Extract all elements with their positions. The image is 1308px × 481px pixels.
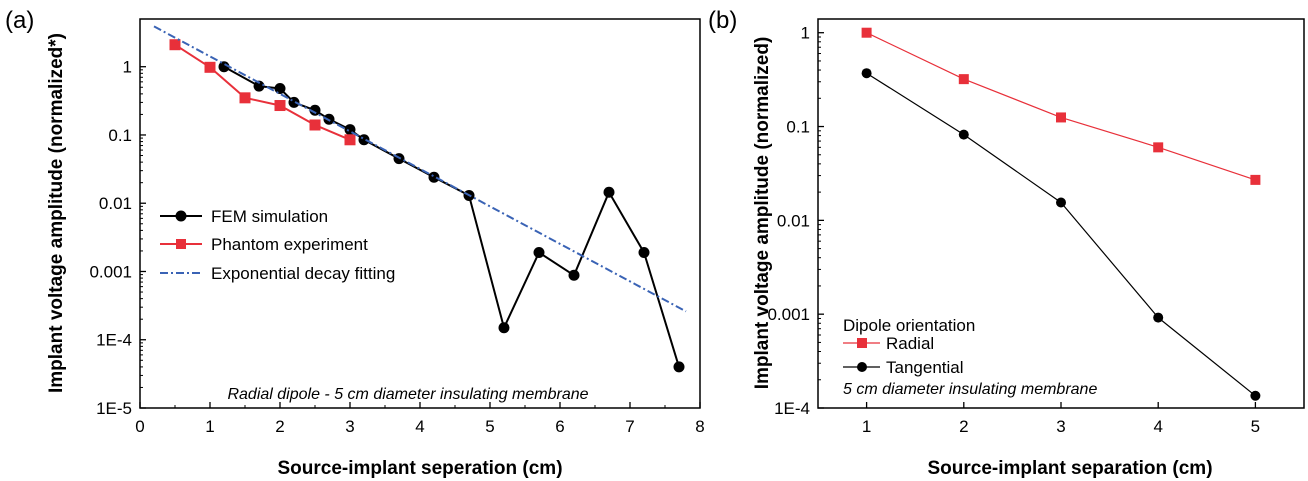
panel-a-chart: (a) 1E-5 1E-4 0.001 0.01 0.1 1 0 1 2 3 4 5 6 7 8 Sour… <box>5 7 705 479</box>
panel-b-x-tick-label: 5 <box>1251 417 1260 436</box>
legend-label-radial: Radial <box>886 334 934 353</box>
data-point-phantom-experiment <box>344 134 356 146</box>
data-point-radial <box>1250 174 1261 185</box>
data-point-phantom-experiment <box>204 61 216 73</box>
panel-b-legend: Dipole orientation Radial Tangential 5 c… <box>843 316 1097 398</box>
panel-a-y-axis-title: Implant voltage amplitude (normalized*) <box>46 33 67 393</box>
panel-a-y-tick-label: 0.001 <box>89 262 132 281</box>
panel-a-y-tick-label: 1E-4 <box>96 331 132 350</box>
legend-label-exponential-fit: Exponential decay fitting <box>211 264 395 283</box>
data-point-fem-simulation <box>358 134 370 146</box>
panel-a-x-tick-label: 6 <box>555 417 564 436</box>
data-point-fem-simulation <box>218 61 230 73</box>
legend-label-fem-simulation: FEM simulation <box>211 207 328 226</box>
data-point-radial <box>861 27 872 38</box>
panel-a-x-tick-label: 8 <box>695 417 704 436</box>
panel-a-x-axis: 0 1 2 3 4 5 6 7 8 <box>135 402 705 436</box>
panel-b-chart: (b) 1E-4 0.001 0.01 0.1 1 1 2 3 4 5 Source-impla… <box>708 7 1305 479</box>
data-point-phantom-experiment <box>239 92 251 104</box>
panel-a-y-axis: 1E-5 1E-4 0.001 0.01 0.1 1 <box>89 58 146 418</box>
panel-b-y-tick-label: 1E-4 <box>774 399 810 418</box>
panel-a-x-tick-label: 2 <box>275 417 284 436</box>
panel-a-legend: FEM simulation Phantom experiment Expone… <box>160 207 395 283</box>
data-point-fem-simulation <box>568 269 580 281</box>
legend-marker-radial <box>857 338 867 348</box>
data-point-fem-simulation <box>428 171 440 183</box>
data-point-tangential <box>1250 390 1261 401</box>
data-point-fem-simulation <box>309 104 321 116</box>
data-point-phantom-experiment <box>169 39 181 51</box>
panel-a-label: (a) <box>5 7 34 34</box>
series-line-phantom-experiment <box>174 43 351 141</box>
panel-a-y-tick-label: 1E-5 <box>96 399 132 418</box>
legend-item-fem-simulation: FEM simulation <box>160 207 328 226</box>
legend-item-tangential: Tangential <box>843 358 964 377</box>
panel-a-x-tick-label: 1 <box>205 417 214 436</box>
panel-b-y-tick-label: 0.1 <box>786 118 810 137</box>
legend-label-phantom-experiment: Phantom experiment <box>211 235 368 254</box>
panel-b-annotation: 5 cm diameter insulating membrane <box>843 381 1097 398</box>
legend-item-radial: Radial <box>843 334 934 353</box>
panel-a-x-tick-label: 0 <box>135 417 144 436</box>
data-point-fem-simulation <box>603 186 615 198</box>
panel-b-y-axis-title: Implant voltage amplitude (normalized) <box>752 37 773 390</box>
data-point-tangential <box>1153 312 1164 323</box>
data-point-fem-simulation <box>673 361 685 373</box>
panel-b-x-tick-label: 3 <box>1056 417 1065 436</box>
data-point-phantom-experiment <box>274 100 286 112</box>
panel-b-y-tick-label: 0.01 <box>777 211 810 230</box>
panel-a-series <box>153 25 687 373</box>
panel-b-series <box>861 27 1261 401</box>
panel-b-label: (b) <box>708 7 737 34</box>
data-point-tangential <box>958 129 969 140</box>
panel-b-x-tick-label: 4 <box>1153 417 1162 436</box>
series-line-radial <box>866 32 1256 181</box>
panel-a-x-axis-title: Source-implant seperation (cm) <box>277 458 562 479</box>
panel-b-legend-title: Dipole orientation <box>843 316 975 335</box>
data-point-radial <box>1056 112 1066 123</box>
data-point-radial <box>958 74 969 85</box>
panel-b-x-axis: 1 2 3 4 5 <box>862 402 1260 436</box>
panel-b-y-axis: 1E-4 0.001 0.01 0.1 1 <box>767 24 824 418</box>
legend-marker-tangential <box>857 362 867 372</box>
data-point-tangential <box>861 68 872 79</box>
series-line-exponential-decay-fitting <box>153 25 687 313</box>
legend-item-exponential-fit: Exponential decay fitting <box>160 264 395 283</box>
panel-a-y-tick-label: 0.1 <box>108 126 132 145</box>
data-point-fem-simulation <box>274 82 286 94</box>
panel-b-x-tick-label: 1 <box>862 417 871 436</box>
panel-b-y-tick-label: 0.001 <box>767 305 810 324</box>
data-point-tangential <box>1056 197 1066 208</box>
legend-label-tangential: Tangential <box>886 358 964 377</box>
panel-a-x-tick-label: 5 <box>485 417 494 436</box>
data-point-fem-simulation <box>498 322 510 334</box>
data-point-phantom-experiment <box>309 119 321 131</box>
legend-item-phantom-experiment: Phantom experiment <box>160 235 368 254</box>
panel-a-y-tick-label: 0.01 <box>99 194 132 213</box>
data-point-fem-simulation <box>638 246 650 258</box>
panel-b-x-tick-label: 2 <box>959 417 968 436</box>
data-point-radial <box>1153 142 1164 153</box>
panel-a-y-tick-label: 1 <box>123 58 132 77</box>
panel-b-y-tick-label: 1 <box>801 24 810 43</box>
panel-a-annotation: Radial dipole - 5 cm diameter insulating… <box>227 386 588 403</box>
panel-b-x-axis-title: Source-implant separation (cm) <box>927 458 1212 479</box>
panel-a-x-tick-label: 4 <box>415 417 424 436</box>
panel-a-x-tick-label: 3 <box>345 417 354 436</box>
data-point-fem-simulation <box>533 246 545 258</box>
legend-marker-fem-simulation <box>175 210 187 222</box>
legend-marker-phantom-experiment <box>176 239 186 249</box>
data-point-fem-simulation <box>253 80 265 92</box>
panel-a-x-tick-label: 7 <box>625 417 634 436</box>
